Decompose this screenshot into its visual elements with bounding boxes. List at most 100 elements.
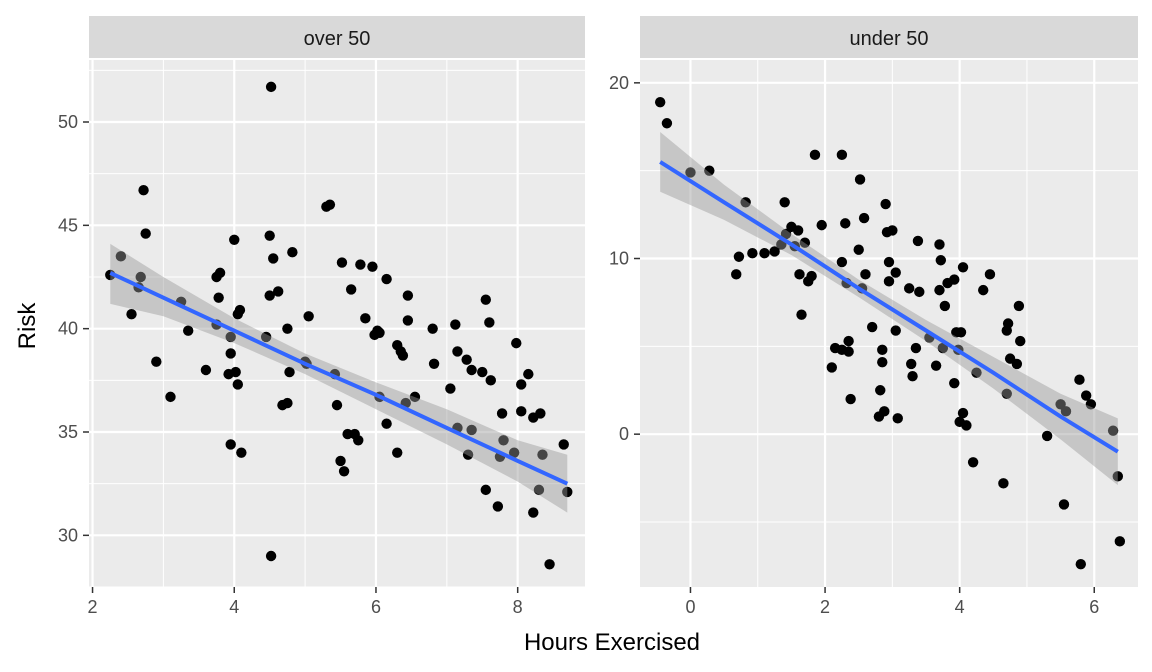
data-point [1112,471,1124,482]
data-point [234,304,246,316]
panel-background [640,60,1138,587]
data-point [264,290,275,301]
data-point [523,368,534,380]
data-point [877,344,888,356]
data-point [484,317,495,328]
regression-line [659,160,1119,454]
data-point [1055,399,1066,410]
data-point [740,197,751,208]
x-tick-label: 0 [685,597,695,617]
data-point [392,447,403,458]
data-point [165,391,176,403]
data-point [1074,374,1085,385]
x-tick-label: 2 [88,597,98,617]
data-point [345,284,357,295]
y-axis-title: Risk [14,302,41,350]
x-tick-label: 6 [371,597,381,617]
data-point [462,449,474,460]
data-point [466,424,477,436]
data-point [935,255,947,266]
data-point [516,406,527,417]
data-point [558,439,569,450]
data-point [381,418,392,429]
y-tick-label: 45 [58,215,78,235]
data-point [336,257,348,268]
data-point [866,321,878,333]
facet-strip-label: over 50 [304,28,371,50]
data-point [971,367,982,378]
data-point [533,484,545,496]
data-point [939,300,951,312]
data-point [544,559,555,570]
data-point [906,358,917,370]
data-point [335,455,346,467]
data-point [268,253,279,264]
data-point [264,230,275,241]
data-point [955,327,967,338]
data-point [792,225,804,236]
data-point [353,435,364,446]
data-point [957,407,969,419]
data-point [402,315,414,326]
x-tick-label: 6 [1089,597,1099,617]
data-point [272,286,284,297]
data-point [890,267,901,278]
data-point [937,342,949,354]
data-point [213,292,224,303]
data-point [183,325,194,336]
data-point [367,261,378,272]
data-point [836,256,848,268]
data-point [890,325,901,336]
x-tick-label: 8 [513,597,523,617]
data-point [537,449,548,460]
data-point [685,167,696,178]
data-point [445,383,456,394]
data-point [949,378,960,389]
data-point [1013,300,1025,312]
data-point [984,269,996,280]
data-point [759,248,770,259]
data-point [225,331,236,343]
data-point [858,212,870,224]
data-point [907,371,918,382]
data-point [934,284,945,296]
data-point [452,346,463,357]
x-tick-label: 2 [820,597,830,617]
data-point [138,185,149,196]
data-point [879,406,890,417]
data-point [374,327,385,338]
data-point [883,256,895,268]
data-point [260,331,272,343]
data-point [779,197,790,208]
data-point [1114,536,1126,547]
data-point [998,478,1009,489]
data-point [230,366,241,378]
data-point [780,228,792,240]
data-point [957,262,969,273]
data-point [1041,430,1053,442]
y-tick-label: 20 [609,73,629,93]
data-point [875,385,886,396]
data-point [880,198,891,210]
data-point [480,484,491,496]
y-tick-label: 10 [609,249,629,269]
data-point [1060,406,1072,417]
data-point [826,362,837,373]
panel-over-50: over 50 2 4 6 8 30 35 40 45 50 [58,16,585,617]
data-point [151,356,162,367]
data-point [930,360,942,371]
data-point [498,435,509,446]
data-point [480,294,491,305]
data-point [496,408,508,419]
data-point [1075,558,1086,570]
data-point [284,366,295,378]
facet-strip [89,16,585,58]
x-axis-title: Hours Exercised [524,629,700,656]
data-point [265,550,277,562]
data-point [854,174,866,185]
data-point [877,356,888,368]
y-tick-label: 0 [619,424,629,444]
data-point [731,269,742,280]
data-point [914,286,925,298]
data-point [704,165,715,176]
